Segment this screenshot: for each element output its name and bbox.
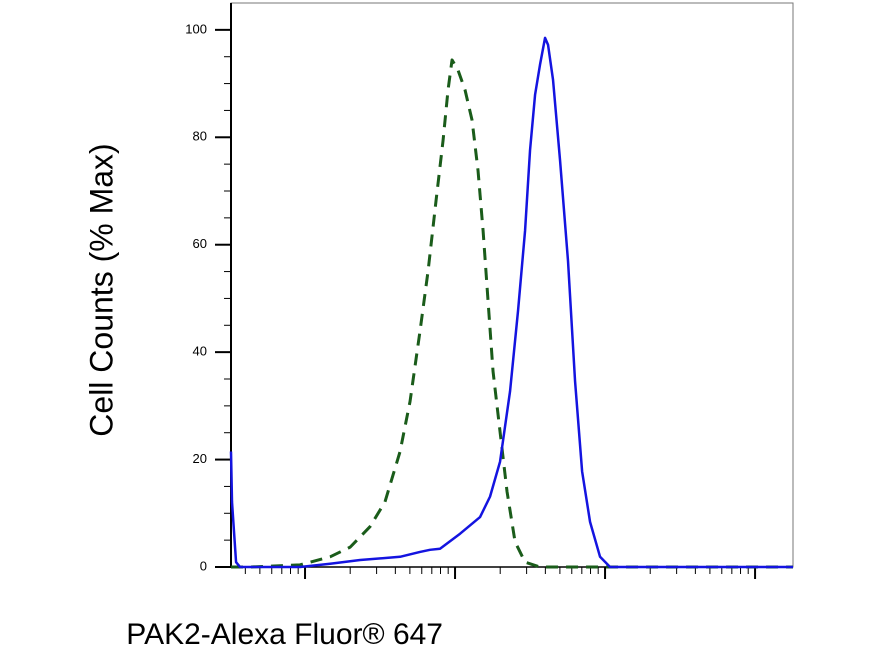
- y-tick-label: 40: [193, 344, 207, 359]
- series-line: [231, 58, 793, 569]
- y-tick-label: 80: [193, 129, 207, 144]
- plot-frame: [230, 2, 794, 568]
- series-line: [229, 36, 793, 569]
- y-axis-title: Cell Counts (% Max): [83, 143, 119, 436]
- y-tick-label: 0: [200, 558, 207, 573]
- x-axis-title: PAK2-Alexa Fluor® 647: [126, 618, 443, 651]
- y-tick-label: 60: [193, 236, 207, 251]
- y-tick-label: 20: [193, 451, 207, 466]
- y-tick-label: 100: [185, 21, 207, 36]
